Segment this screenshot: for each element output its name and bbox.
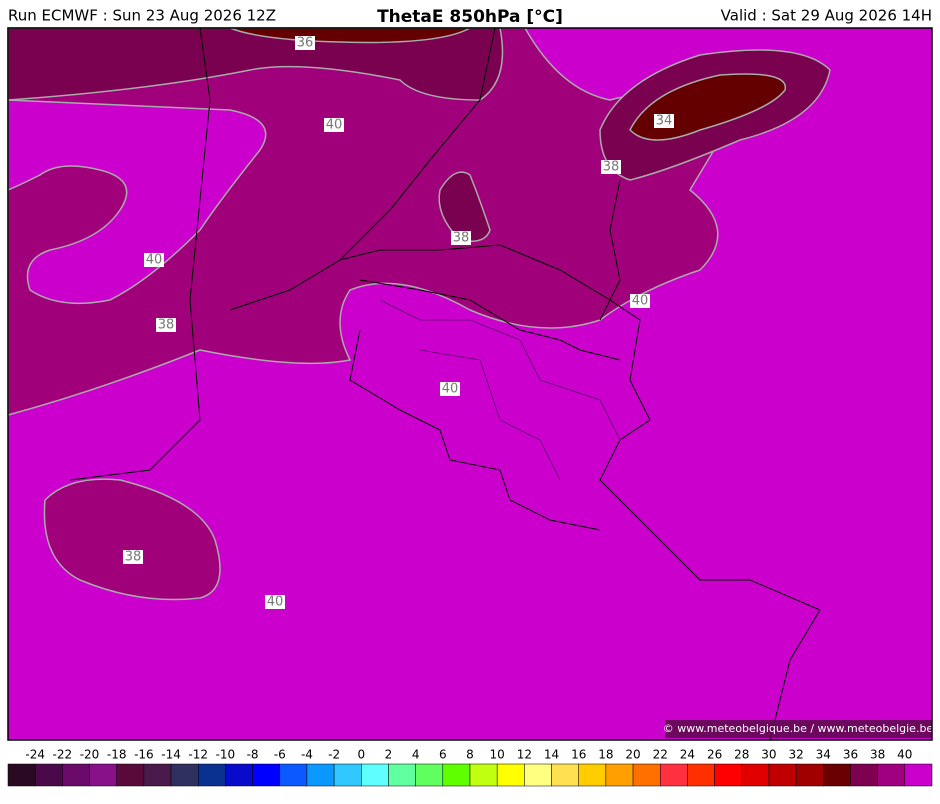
color-swatch (632, 763, 661, 787)
colorbar-tick-label: 10 (490, 748, 505, 762)
color-swatch (442, 763, 471, 787)
color-swatch (714, 763, 743, 787)
color-swatch (306, 763, 335, 787)
contour-label: 34 (656, 114, 673, 129)
contour-label: 40 (267, 595, 284, 610)
map: 36 40 34 38 38 40 38 40 40 38 40 © www.m… (7, 27, 934, 741)
color-swatch (116, 763, 145, 787)
colorbar-tick-label: 18 (598, 748, 613, 762)
colorbar-tick-label: -20 (80, 748, 100, 762)
colorbar-tick-label: -22 (53, 748, 73, 762)
color-swatch (578, 763, 607, 787)
colorbar-tick-label: 12 (517, 748, 532, 762)
colorbar-tick-label: -14 (161, 748, 181, 762)
contour-label: 40 (632, 294, 649, 309)
color-swatch (361, 763, 389, 787)
colorbar-tick-label: 2 (385, 748, 393, 762)
color-swatch (823, 763, 851, 787)
color-swatch (850, 763, 878, 787)
valid-info: Valid : Sat 29 Aug 2026 14H (721, 7, 932, 25)
colorbar-tick-label: -12 (188, 748, 208, 762)
color-swatch (170, 763, 199, 787)
color-swatch (89, 763, 117, 787)
color-swatch (605, 763, 634, 787)
colorbar-tick-label: -4 (301, 748, 313, 762)
color-swatch (496, 763, 525, 787)
colorbar-tick-label: 36 (843, 748, 858, 762)
color-swatch (904, 763, 933, 787)
colorbar-tick-label: 24 (680, 748, 695, 762)
colorbar-tick-label: -6 (274, 748, 286, 762)
contour-label: 40 (326, 118, 343, 133)
color-swatch (143, 763, 172, 787)
color-swatch (225, 763, 253, 787)
colorbar-tick-label: 6 (439, 748, 447, 762)
colorbar-tick-label: -10 (216, 748, 236, 762)
contour-labels: 36 40 34 38 38 40 38 40 40 38 40 (123, 36, 674, 610)
color-swatch (687, 763, 715, 787)
color-swatch (415, 763, 444, 787)
contour-label: 38 (603, 160, 620, 175)
color-swatch (551, 763, 579, 787)
color-swatch (768, 763, 797, 787)
color-swatch (252, 763, 281, 787)
colorbar-tick-label: 22 (653, 748, 668, 762)
contour-label: 36 (297, 36, 314, 51)
colorbar-tick-label: -18 (107, 748, 127, 762)
contour-label: 40 (442, 382, 459, 397)
colorbar-tick-label: 38 (870, 748, 885, 762)
colorbar-tick-label: -16 (134, 748, 154, 762)
colorbar-tick-label: 34 (816, 748, 831, 762)
color-swatch (388, 763, 416, 787)
map-title: ThetaE 850hPa [°C] (377, 7, 563, 27)
color-swatch (741, 763, 770, 787)
colorbar-tick-label: 16 (571, 748, 586, 762)
contour-label: 38 (453, 231, 470, 246)
color-swatch (877, 763, 906, 787)
color-swatch (7, 763, 36, 787)
contour-label: 40 (146, 253, 163, 268)
colorbar-tick-label: 32 (788, 748, 803, 762)
colorbar-tick-label: 4 (412, 748, 420, 762)
colorbar-tick-label: 14 (544, 748, 559, 762)
color-swatch (469, 763, 498, 787)
colorbar-tick-label: -24 (25, 748, 45, 762)
color-swatch (279, 763, 308, 787)
contour-label: 38 (125, 550, 142, 565)
colorbar-tick-label: -8 (247, 748, 259, 762)
color-swatch (62, 763, 90, 787)
color-swatch (659, 763, 688, 787)
color-swatch (524, 763, 552, 787)
colorbar-tick-label: 28 (734, 748, 749, 762)
colorbar-tick-label: -2 (328, 748, 340, 762)
copyright: © www.meteobelgique.be / www.meteobelgie… (663, 722, 934, 735)
color-swatch (333, 763, 362, 787)
colorbar-tick-label: 0 (357, 748, 365, 762)
run-info: Run ECMWF : Sun 23 Aug 2026 12Z (8, 7, 276, 25)
colorbar-tick-label: 8 (466, 748, 474, 762)
color-swatch (795, 763, 824, 787)
color-swatch (197, 763, 226, 787)
colorbar-tick-label: 26 (707, 748, 722, 762)
colorbar-tick-label: 40 (897, 748, 912, 762)
colorbar-tick-label: 20 (625, 748, 640, 762)
color-swatch (34, 763, 63, 787)
contour-label: 38 (158, 318, 175, 333)
colorbar: -24 -22 -20 -18 -16 -14 -12 -10 -8 -6 -4 -2 0 2 4 6 8 10 1… (7, 748, 933, 787)
colorbar-tick-label: 30 (761, 748, 776, 762)
